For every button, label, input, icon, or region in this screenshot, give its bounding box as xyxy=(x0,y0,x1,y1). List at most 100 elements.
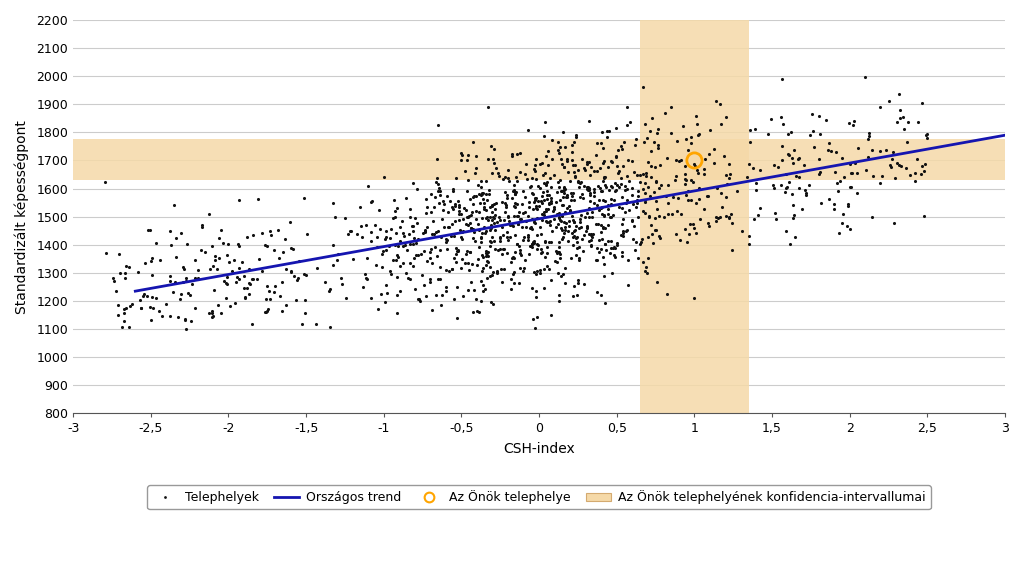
Point xyxy=(617,199,634,208)
Point xyxy=(165,287,181,296)
Point xyxy=(404,221,421,230)
Point xyxy=(401,275,418,284)
Point xyxy=(218,294,234,303)
Point xyxy=(521,198,538,207)
Point xyxy=(565,241,582,250)
Point xyxy=(557,184,573,193)
Point xyxy=(162,271,178,280)
Point xyxy=(531,183,548,192)
Point xyxy=(571,193,588,202)
Point xyxy=(579,208,595,217)
Point xyxy=(606,242,623,251)
Point xyxy=(479,273,496,282)
Point xyxy=(582,171,598,180)
Point xyxy=(512,149,528,158)
Point xyxy=(589,138,605,148)
Point xyxy=(521,203,538,212)
Point xyxy=(583,162,599,171)
Point xyxy=(379,289,395,298)
Point xyxy=(473,233,489,242)
Point xyxy=(645,238,662,247)
Point xyxy=(512,215,528,224)
Point xyxy=(509,150,525,159)
Point xyxy=(572,178,589,187)
Point xyxy=(486,236,503,245)
Point xyxy=(572,210,589,219)
Point xyxy=(147,294,164,303)
Point xyxy=(685,224,701,233)
Point xyxy=(173,229,189,238)
Point xyxy=(503,274,519,283)
Point xyxy=(637,172,653,181)
Point xyxy=(532,249,549,258)
Point xyxy=(438,266,455,275)
Point xyxy=(222,302,239,311)
Point xyxy=(478,248,495,257)
Point xyxy=(397,194,414,203)
Point xyxy=(426,202,442,211)
Point xyxy=(606,195,623,204)
Point xyxy=(529,213,546,222)
Point xyxy=(506,267,522,276)
Point xyxy=(342,227,358,236)
Point xyxy=(485,214,502,223)
Point xyxy=(451,202,467,211)
Point xyxy=(528,245,545,254)
Point xyxy=(626,168,642,177)
Point xyxy=(656,109,673,118)
Point xyxy=(610,167,627,176)
Point xyxy=(245,274,261,283)
Point xyxy=(595,144,611,153)
Point xyxy=(413,249,429,258)
Point xyxy=(270,226,287,235)
Point xyxy=(786,211,803,220)
Point xyxy=(454,254,470,263)
Point xyxy=(878,146,894,155)
Point xyxy=(439,191,456,200)
Point xyxy=(504,254,520,263)
Point xyxy=(261,226,278,235)
Point xyxy=(664,210,680,219)
Point xyxy=(680,145,696,154)
Point xyxy=(518,223,535,232)
Point xyxy=(652,180,669,189)
Point xyxy=(718,211,734,220)
Point xyxy=(423,208,439,217)
Point xyxy=(541,199,557,208)
Point xyxy=(417,225,433,234)
Point xyxy=(640,254,656,263)
Point xyxy=(201,209,217,218)
Point xyxy=(571,178,588,187)
Point xyxy=(467,169,483,178)
Point xyxy=(577,181,593,190)
Point xyxy=(571,214,588,223)
Point xyxy=(419,203,435,212)
Point xyxy=(473,238,489,247)
Point xyxy=(243,279,259,288)
Point xyxy=(833,176,849,185)
Point xyxy=(230,196,247,205)
Point xyxy=(594,128,610,137)
Point xyxy=(389,309,406,318)
Point xyxy=(642,147,658,156)
Point xyxy=(531,266,548,275)
Point xyxy=(496,244,512,253)
Point xyxy=(871,146,888,155)
Point xyxy=(554,234,570,243)
Point xyxy=(392,222,409,231)
Point xyxy=(546,203,562,212)
Point xyxy=(241,278,257,287)
Point xyxy=(535,171,551,180)
Point xyxy=(461,212,477,221)
Point xyxy=(740,240,757,249)
Point xyxy=(677,225,693,234)
Point xyxy=(891,160,907,169)
Point xyxy=(338,293,354,302)
Point xyxy=(546,171,562,180)
Point xyxy=(538,216,554,225)
Point xyxy=(383,225,399,234)
Point xyxy=(648,176,665,185)
Point xyxy=(519,233,536,242)
Point xyxy=(516,233,532,242)
Point xyxy=(802,131,818,140)
